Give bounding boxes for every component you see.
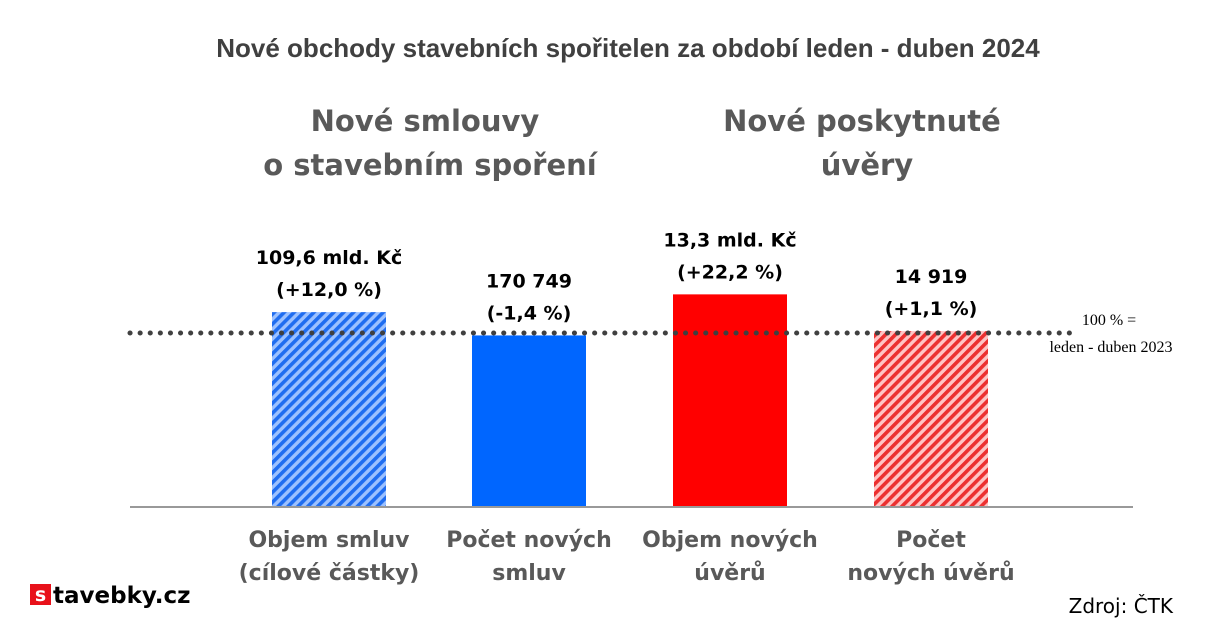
group-title-contracts-line-1: Nové smlouvy bbox=[311, 104, 540, 138]
bar-4 bbox=[874, 331, 988, 507]
data-label-2-line-2: (-1,4 %) bbox=[487, 302, 572, 324]
bars bbox=[272, 294, 988, 507]
group-title-loans-line-2: úvěry bbox=[821, 148, 914, 182]
category-labels: Objem smluv (cílové částky) Počet nových sm… bbox=[239, 528, 1015, 586]
category-label-1-line-1: Objem smluv bbox=[248, 528, 410, 553]
category-label-4-line-1: Počet bbox=[896, 528, 966, 553]
data-label-1-line-1: 109,6 mld. Kč bbox=[256, 247, 402, 269]
data-labels: 109,6 mld. Kč (+12,0 %) 170 749 (-1,4 %) 13,… bbox=[256, 229, 978, 324]
source-note: Zdroj: ČTK bbox=[1069, 594, 1174, 618]
data-label-1-line-2: (+12,0 %) bbox=[276, 279, 382, 301]
data-label-4-line-2: (+1,1 %) bbox=[885, 298, 978, 320]
bar-3 bbox=[673, 294, 787, 507]
category-label-3-line-2: úvěrů bbox=[694, 561, 765, 586]
category-label-1-line-2: (cílové částky) bbox=[239, 561, 420, 586]
reference-line-label-line-1: 100 % = bbox=[1082, 312, 1136, 329]
reference-line-label: 100 % = leden - duben 2023 bbox=[1049, 312, 1172, 356]
group-title-contracts: Nové smlouvy o stavebním spoření bbox=[263, 104, 599, 182]
category-label-2-line-1: Počet nových bbox=[446, 528, 612, 553]
category-label-4-line-2: nových úvěrů bbox=[847, 561, 1014, 586]
category-label-2-line-2: smluv bbox=[492, 561, 566, 586]
bar-2 bbox=[472, 335, 586, 507]
data-label-2-line-1: 170 749 bbox=[486, 270, 572, 292]
group-title-contracts-line-2: o stavebním spoření bbox=[263, 148, 599, 182]
site-logo: s tavebky.cz bbox=[30, 583, 191, 609]
bar-1 bbox=[272, 312, 386, 507]
category-label-3-line-1: Objem nových bbox=[642, 528, 818, 553]
group-title-loans-line-1: Nové poskytnuté bbox=[723, 104, 1001, 138]
data-label-3-line-2: (+22,2 %) bbox=[677, 261, 783, 283]
logo-mark-box bbox=[30, 584, 51, 605]
data-label-3-line-1: 13,3 mld. Kč bbox=[663, 229, 796, 251]
chart-title: Nové obchody stavebních spořitelen za ob… bbox=[216, 33, 1040, 63]
data-label-4-line-1: 14 919 bbox=[895, 266, 968, 288]
logo-mark-letter: s bbox=[35, 584, 46, 606]
group-title-loans: Nové poskytnuté úvěry bbox=[723, 104, 1011, 182]
reference-line-label-line-2: leden - duben 2023 bbox=[1049, 339, 1172, 356]
logo-text: tavebky.cz bbox=[53, 583, 191, 609]
